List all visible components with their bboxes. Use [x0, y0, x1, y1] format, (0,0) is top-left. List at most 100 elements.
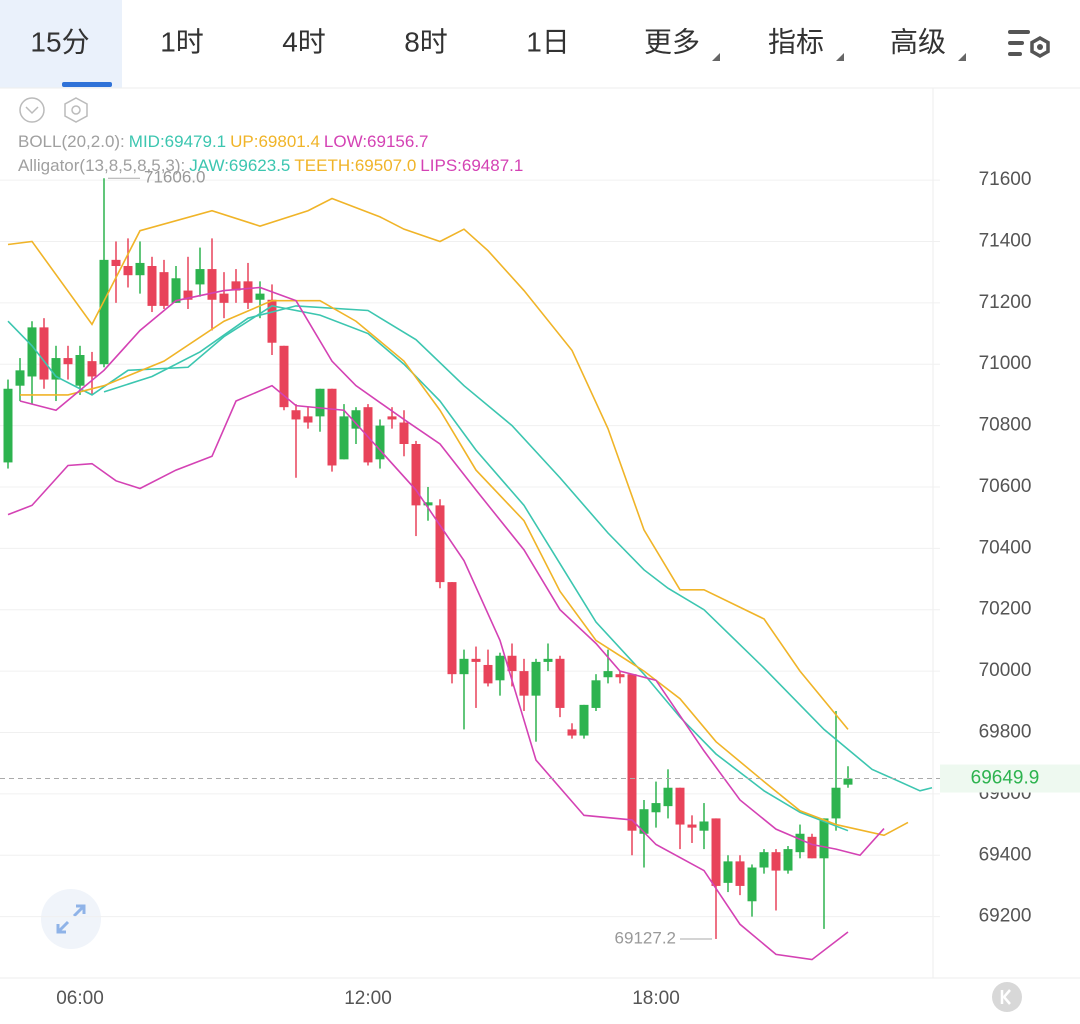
candle-body	[747, 867, 757, 902]
candle-body	[339, 416, 349, 460]
legend-item: MID:69479.1	[129, 132, 226, 151]
tab[interactable]: 高级	[890, 26, 946, 57]
active-tab-indicator	[62, 82, 112, 87]
indicator-line	[7, 197, 849, 730]
settings-icon[interactable]	[1008, 30, 1050, 59]
candle-body	[111, 259, 121, 266]
candle-body	[483, 664, 493, 684]
candle-body	[291, 410, 301, 420]
candle-body	[711, 818, 721, 886]
dropdown-marker	[958, 53, 966, 61]
dropdown-marker	[712, 53, 720, 61]
y-tick-label: 69200	[979, 906, 1032, 927]
candle-body	[843, 778, 853, 785]
tab[interactable]: 8时	[404, 26, 448, 57]
candle-body	[39, 327, 49, 380]
candle-body	[375, 425, 385, 460]
y-tick-label: 71600	[979, 169, 1032, 190]
candle-body	[771, 852, 781, 871]
y-tick-label: 71400	[979, 230, 1032, 251]
y-tick-label: 70800	[979, 415, 1032, 436]
candle-body	[51, 358, 61, 380]
high-label: 71606.0	[144, 168, 205, 187]
active-tab-bg	[0, 0, 122, 88]
x-tick-label: 12:00	[344, 988, 392, 1009]
candle-body	[87, 361, 97, 377]
candle-body	[615, 674, 625, 678]
legend-item: LOW:69156.7	[324, 132, 429, 151]
expand-button[interactable]	[41, 889, 101, 949]
candle-body	[471, 658, 481, 662]
candle-body	[603, 671, 613, 678]
candle-body	[183, 290, 193, 300]
candle-body	[159, 272, 169, 306]
candle-body	[3, 388, 13, 463]
candle-body	[555, 658, 565, 708]
candle-body	[807, 836, 817, 859]
indicator-line	[20, 299, 909, 837]
low-label: 69127.2	[615, 928, 676, 947]
legend-row: BOLL(20,2.0): MID:69479.1 UP:69801.4 LOW:69…	[18, 132, 429, 151]
candle-body	[399, 422, 409, 444]
candle-body	[651, 803, 661, 813]
y-tick-label: 70600	[979, 476, 1032, 497]
y-tick-label: 69800	[979, 721, 1032, 742]
tab[interactable]: 4时	[282, 26, 326, 57]
legend-item: JAW:69623.5	[189, 156, 290, 175]
candle-body	[327, 388, 337, 466]
y-tick-label: 69400	[979, 844, 1032, 865]
tab[interactable]: 1时	[160, 26, 204, 57]
dropdown-marker	[836, 53, 844, 61]
tab[interactable]: 1日	[526, 26, 570, 57]
candle-body	[135, 262, 145, 276]
legend-item: UP:69801.4	[230, 132, 320, 151]
last-price-box	[940, 764, 1080, 793]
candle-body	[255, 293, 265, 300]
candle-body	[459, 658, 469, 675]
candle-body	[699, 821, 709, 831]
candle-body	[171, 278, 181, 303]
candle-body	[351, 410, 361, 429]
settings-small-icon[interactable]	[64, 97, 88, 123]
candle-body	[27, 327, 37, 377]
collapse-icon[interactable]	[19, 97, 45, 123]
candle-body	[735, 861, 745, 886]
candle-body	[63, 358, 73, 365]
candle-body	[231, 281, 241, 291]
y-tick-label: 71000	[979, 353, 1032, 374]
tab[interactable]: 指标	[768, 26, 824, 57]
candle-body	[819, 818, 829, 859]
candle-body	[675, 787, 685, 825]
scroll-latest-button[interactable]	[992, 982, 1022, 1012]
tab[interactable]: 15分	[30, 26, 89, 57]
candle-body	[783, 849, 793, 871]
candle-body	[147, 266, 157, 306]
y-tick-label: 70200	[979, 599, 1032, 620]
candle-body	[387, 416, 397, 420]
candle-body	[507, 655, 517, 672]
tab[interactable]: 更多	[644, 26, 700, 57]
candle-body	[447, 582, 457, 675]
candle-body	[75, 355, 85, 386]
candle-body	[687, 824, 697, 828]
legend-item: TEETH:69507.0	[294, 156, 416, 175]
x-tick-label: 18:00	[632, 988, 680, 1009]
y-tick-label: 70000	[979, 660, 1032, 681]
candle-body	[279, 345, 289, 408]
candle-body	[531, 661, 541, 696]
candle-body	[495, 655, 505, 681]
candle-body	[639, 809, 649, 834]
candle-body	[99, 259, 109, 365]
candle-body	[207, 269, 217, 300]
candle-body	[663, 787, 673, 807]
x-tick-label: 06:00	[56, 988, 104, 1009]
candle-body	[831, 787, 841, 819]
candle-body	[759, 852, 769, 868]
candle-body	[795, 833, 805, 853]
candle-body	[219, 293, 229, 303]
candle-body	[579, 704, 589, 736]
legend-item: Alligator(13,8,5,8,5,3):	[18, 156, 185, 175]
candle-body	[195, 269, 205, 285]
